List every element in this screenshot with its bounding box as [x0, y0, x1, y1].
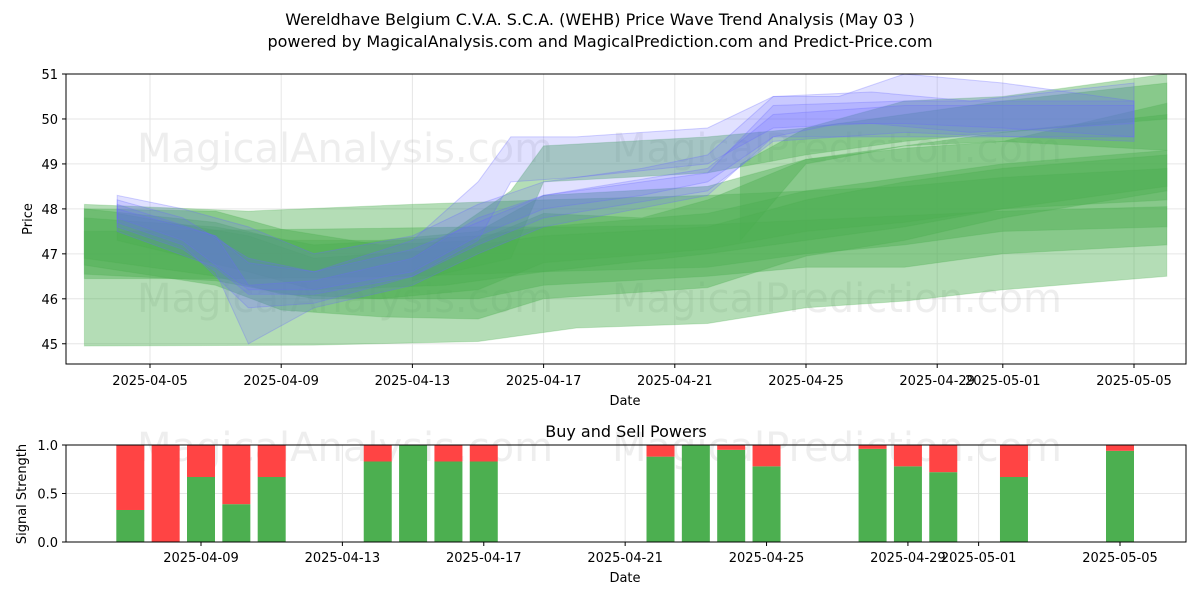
sell-bar	[187, 445, 215, 478]
buy-bar	[257, 477, 286, 542]
buy-bar	[646, 456, 675, 542]
price-y-tick-label: 49	[41, 158, 58, 173]
sell-bar	[469, 445, 498, 462]
signal-x-tick-label: 2025-05-01	[941, 551, 1017, 566]
buy-bar	[752, 466, 781, 542]
sell-bar	[257, 445, 286, 478]
buy-bar	[858, 448, 887, 542]
buy-bar	[1106, 450, 1134, 542]
price-panel: MagicalAnalysis.com MagicalPrediction.com…	[21, 68, 1187, 409]
price-y-tick-label: 50	[41, 113, 58, 128]
price-x-axis-label: Date	[609, 394, 640, 409]
buy-bar	[469, 461, 498, 542]
price-y-tick-label: 51	[41, 68, 58, 83]
signal-x-tick-label: 2025-05-05	[1082, 551, 1158, 566]
buy-bar	[434, 461, 463, 542]
watermark: MagicalAnalysis.com	[137, 126, 553, 172]
green-wave-band	[83, 113, 1168, 300]
price-x-tick-label: 2025-04-21	[637, 374, 713, 389]
sell-bar	[646, 445, 675, 457]
sell-bar	[434, 445, 463, 462]
price-y-tick-label: 48	[41, 203, 58, 218]
watermark: MagicalPrediction.com	[612, 276, 1062, 322]
signal-y-tick-label: 1.0	[37, 439, 58, 454]
sell-bar	[151, 445, 180, 542]
blue-wave-band	[116, 100, 1135, 345]
signal-x-tick-label: 2025-04-25	[729, 551, 805, 566]
signal-x-tick-label: 2025-04-17	[446, 551, 522, 566]
sell-bar	[363, 445, 392, 462]
buy-bar	[363, 461, 392, 542]
signal-x-axis-label: Date	[609, 571, 640, 586]
buy-bar	[717, 449, 746, 542]
price-y-tick-label: 47	[41, 248, 58, 263]
signal-chart-title: Buy and Sell Powers	[545, 422, 707, 441]
buy-bar	[893, 466, 922, 542]
signal-x-tick-label: 2025-04-21	[587, 551, 663, 566]
buy-bar	[681, 445, 710, 542]
sell-bar	[929, 445, 958, 473]
price-x-tick-label: 2025-05-05	[1096, 374, 1172, 389]
green-wave-band	[83, 167, 1168, 280]
green-wave-band	[116, 154, 1168, 291]
green-wave-band	[739, 82, 1168, 242]
buy-bar	[999, 477, 1028, 542]
watermark: MagicalPrediction.com	[612, 126, 1062, 172]
sell-bar	[222, 445, 251, 505]
sell-bar	[116, 445, 145, 510]
buy-bar	[222, 504, 251, 542]
price-x-tick-label: 2025-04-09	[243, 374, 319, 389]
buy-bar	[399, 445, 428, 542]
green-wave-band	[83, 149, 1168, 300]
price-x-tick-label: 2025-04-17	[506, 374, 582, 389]
green-wave-band	[83, 102, 1168, 320]
sell-bar	[1106, 445, 1134, 451]
buy-bar	[187, 477, 215, 542]
green-wave-band	[411, 73, 1168, 282]
signal-y-tick-label: 0.5	[37, 488, 58, 503]
signal-y-tick-label: 0.0	[37, 536, 58, 551]
signal-x-tick-label: 2025-04-09	[163, 551, 239, 566]
sell-bar	[893, 445, 922, 467]
buy-bar	[116, 509, 145, 542]
price-y-tick-label: 46	[41, 293, 58, 308]
price-x-tick-label: 2025-04-25	[768, 374, 844, 389]
price-x-tick-label: 2025-05-01	[965, 374, 1041, 389]
sell-bar	[999, 445, 1028, 478]
buy-sell-panel: MagicalAnalysis.com MagicalPrediction.com…	[15, 422, 1187, 586]
price-axes-frame	[65, 73, 1187, 365]
buy-bar	[929, 472, 958, 542]
price-x-tick-label: 2025-04-13	[375, 374, 451, 389]
sell-bar	[752, 445, 781, 467]
blue-wave-band	[116, 73, 1135, 291]
chart-subtitle: powered by MagicalAnalysis.com and Magic…	[267, 32, 933, 51]
chart-title: Wereldhave Belgium C.V.A. S.C.A. (WEHB) …	[285, 10, 915, 29]
signal-y-axis-label: Signal Strength	[15, 444, 30, 544]
price-y-axis-label: Price	[21, 203, 36, 235]
green-wave-band	[83, 206, 1168, 347]
watermark: MagicalAnalysis.com	[137, 276, 553, 322]
sell-bar	[717, 445, 746, 450]
price-x-tick-label: 2025-04-05	[112, 374, 188, 389]
sell-bar	[858, 445, 887, 449]
price-y-tick-label: 45	[41, 338, 58, 353]
blue-wave-band	[116, 105, 1135, 295]
blue-wave-band	[116, 82, 1135, 309]
price-x-tick-label: 2025-04-29	[899, 374, 975, 389]
signal-x-tick-label: 2025-04-13	[305, 551, 381, 566]
signal-x-tick-label: 2025-04-29	[870, 551, 946, 566]
